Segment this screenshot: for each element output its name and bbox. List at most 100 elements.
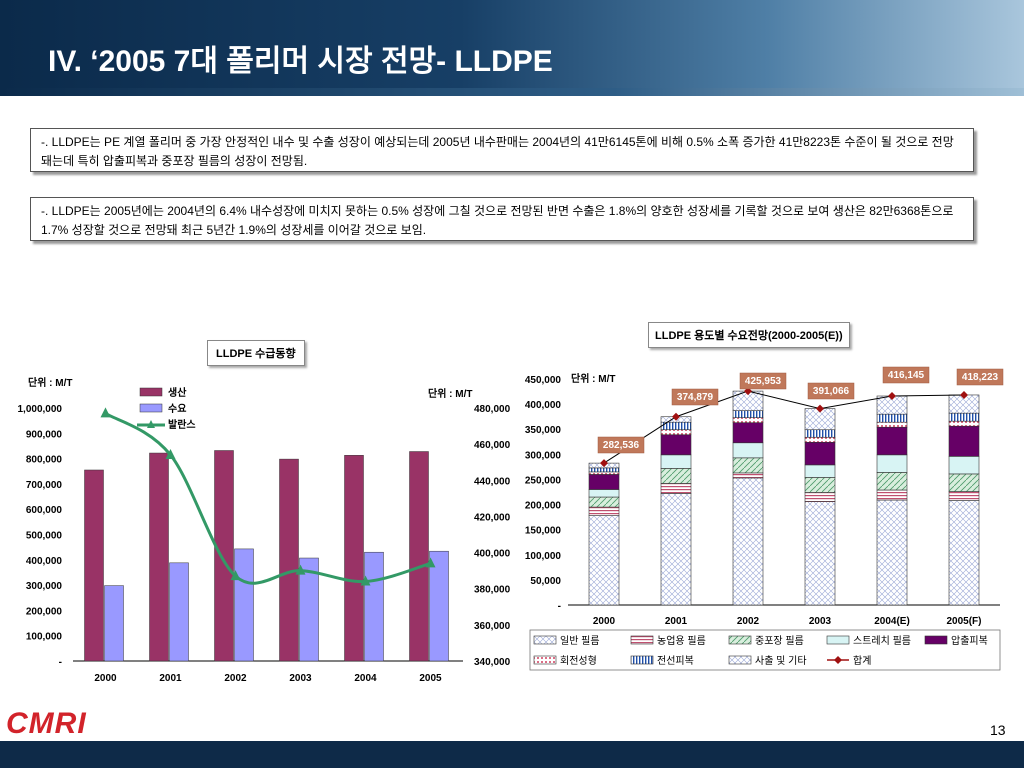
total-data-label-box [956, 368, 1004, 386]
right-y-tick-label: 200,000 [525, 501, 562, 512]
total-point [888, 392, 896, 401]
total-line [603, 390, 965, 464]
left-y2-tick-label: 340,000 [474, 657, 511, 668]
production-bar [344, 455, 364, 662]
demand-bar [104, 585, 124, 662]
summary-text-1: -. LLDPE는 PE 계열 폴리머 중 가장 안정적인 내수 및 수출 성장… [41, 135, 954, 168]
total-data-label-box [739, 372, 787, 390]
right-legend-frame [529, 629, 1001, 671]
left-chart-title: LLDPE 수급동향 [207, 340, 305, 366]
agricultural-film-segment [660, 483, 692, 494]
extrusion-coating-segment [660, 434, 692, 456]
left-y-tick-label: - [59, 657, 62, 668]
left-y-tick-label: 600,000 [26, 505, 63, 516]
legend-label-stretch-film: 스트레치 필름 [853, 635, 911, 647]
left-y-tick-label: 500,000 [26, 531, 63, 542]
wire-coating-segment [588, 467, 620, 473]
heavy-duty-film-segment [588, 496, 620, 508]
left-y2-tick-label: 400,000 [474, 549, 511, 560]
general-film-segment [804, 501, 836, 606]
left-x-tick-label: 2000 [94, 673, 117, 684]
left-y-tick-label: 400,000 [26, 556, 63, 567]
agricultural-film-segment [876, 489, 908, 501]
wire-coating-segment [948, 412, 980, 422]
general-film-segment [732, 477, 764, 606]
left-y2-tick-label: 380,000 [474, 585, 511, 596]
demand-bar [299, 557, 319, 662]
extrusion-coating-segment [876, 426, 908, 456]
balance-point [360, 575, 371, 586]
production-bar [84, 469, 104, 662]
right-y-tick-label: 450,000 [525, 375, 562, 386]
balance-point [425, 557, 436, 568]
right-unit-label: 단위 : M/T [571, 372, 616, 385]
left-y-tick-label: 1,000,000 [18, 404, 63, 415]
general-film-segment [948, 500, 980, 606]
legend-label-general-film: 일반 필름 [560, 635, 600, 647]
heavy-duty-film-segment [804, 477, 836, 493]
left-x-tick-label: 2004 [354, 673, 377, 684]
stretch-film-segment [660, 454, 692, 469]
balance-point [230, 570, 241, 581]
right-x-tick-label: 2002 [737, 616, 760, 627]
legend-swatch-injection-other [728, 655, 752, 665]
footer-bar [0, 741, 1024, 768]
legend-label-injection-other: 사출 및 기타 [755, 655, 807, 667]
right-y-tick-label: - [558, 601, 561, 612]
general-film-segment [660, 493, 692, 606]
right-y-tick-label: 400,000 [525, 400, 562, 411]
legend-marker-balance [147, 420, 155, 428]
legend-swatch-wire-coating [630, 655, 654, 665]
extrusion-coating-segment [732, 422, 764, 444]
left-y2-tick-label: 440,000 [474, 476, 511, 487]
legend-swatch-demand [139, 403, 163, 413]
balance-point [295, 564, 306, 575]
wire-coating-segment [732, 410, 764, 418]
total-data-label-box [597, 436, 645, 454]
legend-label-rotational-molding: 회전성형 [560, 655, 597, 667]
right-y-tick-label: 150,000 [525, 526, 562, 537]
legend-swatch-stretch-film [826, 635, 850, 645]
demand-bar [364, 551, 384, 662]
header-banner: IV. ‘2005 7대 폴리머 시장 전망- LLDPE [0, 0, 1024, 96]
right-y-tick-label: 100,000 [525, 551, 562, 562]
heavy-duty-film-segment [876, 472, 908, 491]
rotational-molding-segment [804, 436, 836, 443]
rotational-molding-segment [588, 471, 620, 475]
extrusion-coating-segment [948, 425, 980, 457]
legend-label-extrusion-coating: 압출피복 [951, 634, 988, 647]
stretch-film-segment [948, 456, 980, 475]
rotational-molding-segment [660, 429, 692, 436]
total-data-label: 391,066 [813, 386, 850, 397]
production-bar [149, 452, 169, 662]
summary-text-2: -. LLDPE는 2005년에는 2004년의 6.4% 내수성장에 미치지 … [41, 204, 954, 237]
demand-bar [429, 550, 449, 662]
left-y2-tick-label: 480,000 [474, 404, 511, 415]
left-y-tick-label: 900,000 [26, 429, 63, 440]
left-y2-tick-label: 460,000 [474, 440, 511, 451]
left-x-tick-label: 2001 [159, 673, 182, 684]
cmri-logo: CMRI [6, 707, 87, 740]
total-point [672, 412, 680, 421]
left-x-tick-label: 2005 [419, 673, 442, 684]
total-point [960, 390, 968, 399]
rotational-molding-segment [948, 420, 980, 427]
production-bar [409, 451, 429, 662]
extrusion-coating-segment [804, 441, 836, 466]
stretch-film-segment [876, 454, 908, 473]
summary-box-2: -. LLDPE는 2005년에는 2004년의 6.4% 내수성장에 미치지 … [30, 197, 974, 241]
total-data-label: 416,145 [888, 370, 925, 381]
wire-coating-segment [804, 429, 836, 438]
left-y-tick-label: 300,000 [26, 581, 63, 592]
rotational-molding-segment [732, 417, 764, 423]
total-point [816, 404, 824, 413]
right-x-tick-label: 2001 [665, 616, 688, 627]
total-data-label-box [671, 388, 719, 406]
legend-swatch-general-film [533, 635, 557, 645]
demand-bar [169, 562, 189, 662]
right-y-tick-label: 250,000 [525, 475, 562, 486]
total-data-label: 425,953 [745, 376, 782, 387]
left-y-tick-label: 200,000 [26, 606, 63, 617]
right-x-tick-label: 2000 [593, 616, 616, 627]
legend-label-total: 합계 [853, 655, 871, 667]
